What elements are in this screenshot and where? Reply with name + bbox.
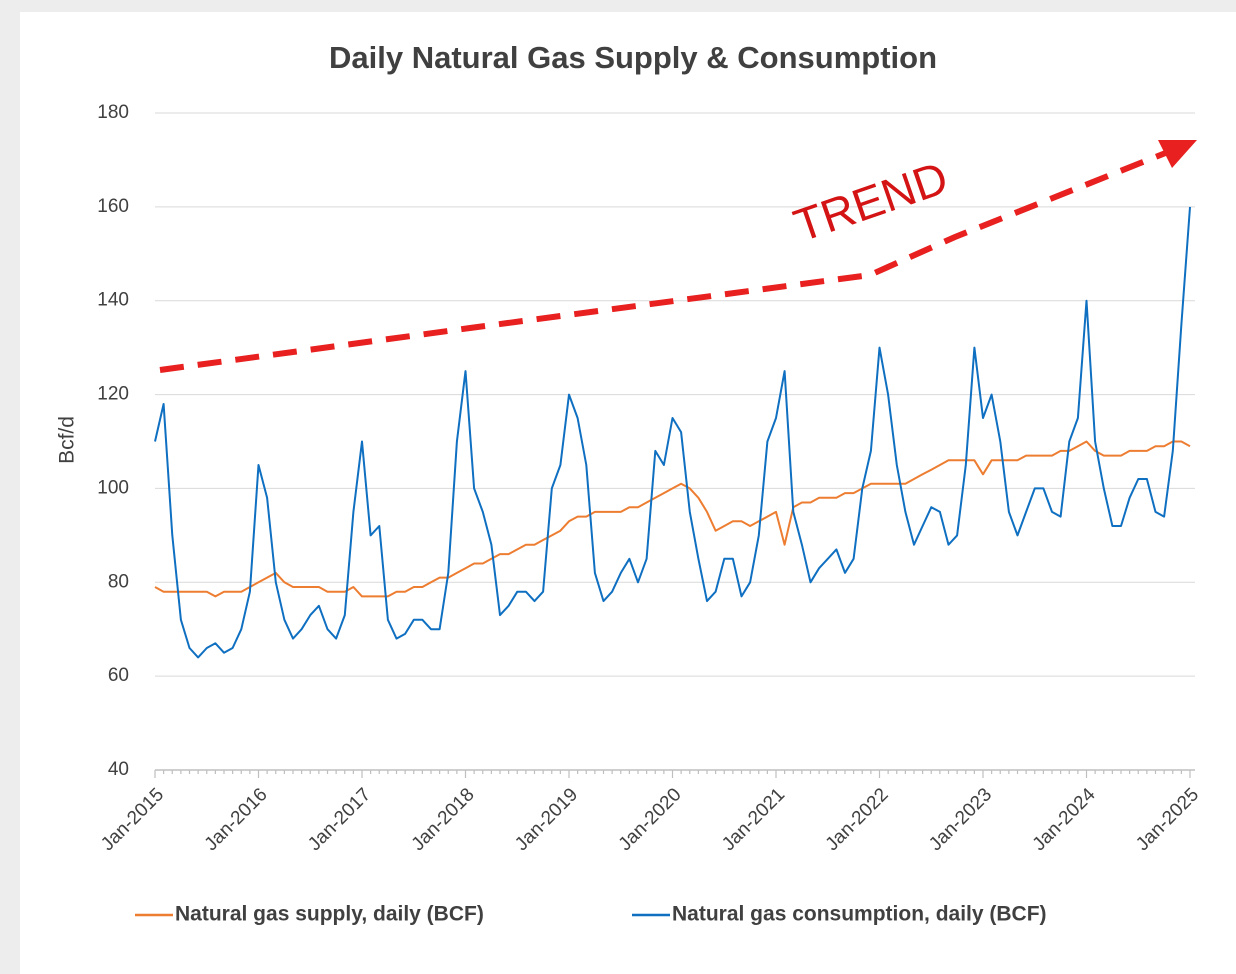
chart-title: Daily Natural Gas Supply & Consumption — [329, 40, 937, 75]
series-line — [154, 206, 1191, 659]
series-line — [154, 440, 1191, 598]
trend-arrowhead — [1158, 140, 1197, 168]
y-tick-label: 40 — [108, 759, 129, 780]
y-tick-label: 120 — [97, 384, 129, 405]
y-tick-label: 100 — [97, 477, 129, 498]
y-tick-label: 60 — [108, 665, 129, 686]
y-tick-label: 80 — [108, 571, 129, 592]
legend-label: Natural gas supply, daily (BCF) — [175, 903, 484, 926]
y-axis-label: Bcf/d — [56, 416, 79, 464]
y-tick-label: 180 — [97, 102, 129, 123]
trend-arrow — [159, 149, 1170, 373]
y-tick-label: 140 — [97, 290, 129, 311]
legend: Natural gas supply, daily (BCF) Natural g… — [135, 903, 1047, 926]
legend-label: Natural gas consumption, daily (BCF) — [672, 903, 1047, 926]
y-tick-label: 160 — [97, 196, 129, 217]
